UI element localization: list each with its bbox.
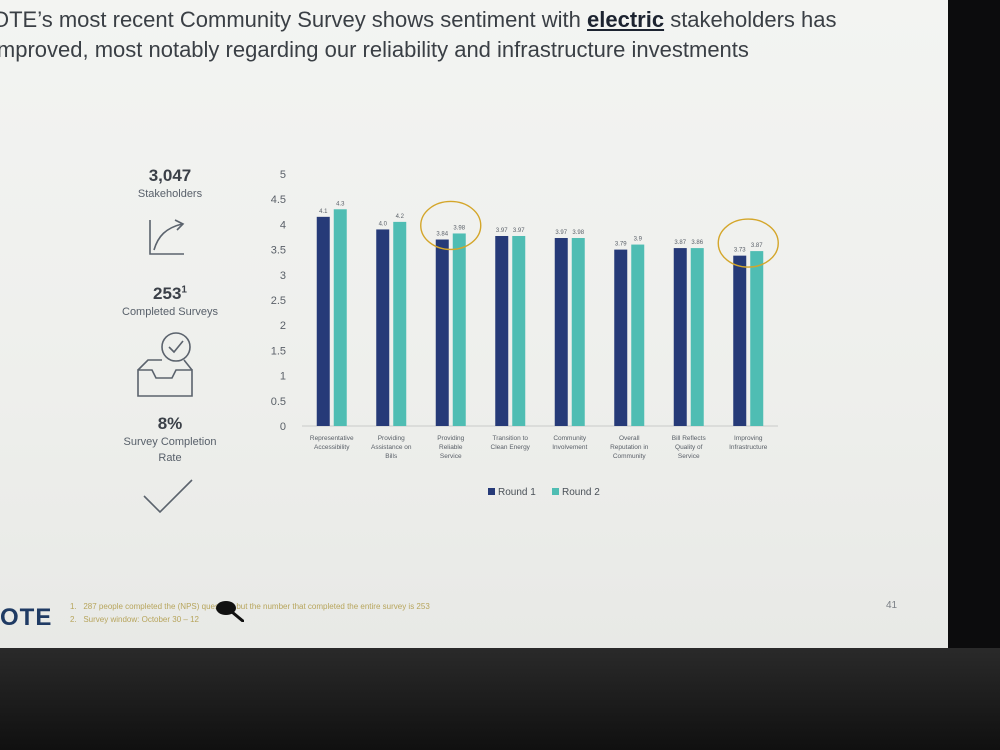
x-tick-label: Providing Reliable Service [437, 435, 464, 460]
title-text-part: OTE’s most recent Community Survey shows… [0, 7, 588, 32]
y-tick-label: 2 [280, 320, 286, 332]
title-text-part: stakeholders has [664, 7, 837, 32]
checkmark-icon [143, 479, 193, 514]
bar-round-1 [376, 229, 390, 426]
slide: OTE’s most recent Community Survey shows… [0, 0, 948, 648]
y-tick-label: 3.5 [271, 245, 286, 257]
legend-swatch [488, 488, 495, 495]
data-label: 3.97 [555, 230, 567, 236]
bar-round-1 [435, 239, 449, 426]
x-tick-label: Transition to Clean Energy [491, 435, 531, 451]
highlight-circle [420, 200, 482, 251]
footnotes: 1. 287 people completed the (NPS) questi… [70, 600, 430, 626]
bar-round-1 [733, 255, 747, 426]
bar-round-2 [512, 235, 526, 426]
data-label: 3.97 [496, 228, 508, 234]
y-tick-label: 1.5 [271, 345, 286, 357]
bar-round-2 [393, 221, 407, 426]
bar-round-2 [750, 251, 764, 426]
bar-round-1 [554, 238, 568, 426]
x-tick-label: Providing Assistance on Bills [371, 435, 412, 460]
data-label: 3.73 [734, 248, 746, 254]
data-label: 3.87 [751, 243, 763, 249]
y-tick-label: 4 [280, 219, 286, 231]
trend-arrow-icon [149, 219, 185, 255]
y-tick-label: 2.5 [271, 295, 286, 307]
x-tick-label: Overall Reputation in Community [610, 435, 649, 460]
x-tick-label: Improving Infrastructure [729, 435, 768, 451]
stat-footnote-marker: 1 [181, 284, 187, 296]
bar-round-2 [690, 248, 704, 426]
data-label: 4.0 [379, 221, 388, 227]
inbox-check-icon [137, 332, 193, 397]
stat-completed-surveys: 2531 Completed Surveys [100, 284, 240, 320]
title-emphasis: electric [587, 7, 665, 32]
data-label: 3.97 [513, 228, 525, 234]
stat-completion-rate: 8% Survey Completion Rate [100, 414, 240, 466]
bar-round-2 [333, 209, 347, 426]
stat-stakeholders: 3,047 Stakeholders [100, 166, 240, 202]
y-tick-label: 0 [280, 421, 286, 433]
bar-round-1 [673, 248, 687, 426]
y-tick-label: 3 [280, 270, 286, 282]
stat-value: 253 [153, 284, 182, 303]
y-tick-label: 5 [280, 169, 286, 181]
y-tick-label: 4.5 [271, 194, 286, 206]
x-tick-label: Community Involvement [552, 435, 587, 451]
company-logo: OTE [0, 604, 53, 631]
legend-label: Round 2 [562, 487, 600, 498]
bar-round-1 [495, 235, 509, 426]
bar-chart: 0 0.5 1 1.5 2 2.5 3 3.5 4 4.5 5 4.1 4.3 Representativ… [271, 169, 779, 498]
data-label: 4.2 [396, 214, 405, 220]
bar-round-2 [452, 233, 466, 426]
bar-round-2 [631, 244, 645, 426]
stat-value: 8% [157, 414, 183, 433]
data-label: 3.86 [691, 240, 703, 246]
bar-round-1 [614, 249, 628, 426]
stat-label: Survey Completion Rate [123, 436, 217, 464]
highlight-circle [717, 218, 779, 268]
footnote-1: 1. 287 people completed the (NPS) questi… [70, 602, 430, 611]
legend-label: Round 1 [498, 487, 536, 498]
page-number: 41 [886, 600, 898, 611]
data-label: 3.87 [674, 240, 686, 246]
title-line-2: improved, most notably regarding our rel… [0, 37, 749, 62]
footnote-2: 2. Survey window: October 30 – 12 [70, 615, 199, 624]
x-tick-label: Bill Reflects Quality of Service [672, 435, 707, 460]
y-tick-label: 1 [280, 371, 286, 383]
data-label: 4.3 [336, 201, 345, 207]
data-label: 3.98 [453, 225, 465, 231]
microphone-silhouette [216, 601, 244, 622]
room-floor [0, 648, 1000, 750]
data-label: 4.1 [319, 209, 328, 215]
bar-round-2 [571, 238, 585, 426]
data-label: 3.79 [615, 242, 627, 248]
stat-label: Stakeholders [137, 188, 203, 200]
legend-swatch [552, 488, 559, 495]
stat-value: 3,047 [148, 166, 192, 185]
x-tick-label: Representative Accessibility [310, 435, 354, 451]
stat-label: Completed Surveys [122, 306, 218, 318]
data-label: 3.84 [436, 232, 448, 238]
y-tick-label: 0.5 [271, 396, 286, 408]
data-label: 3.98 [572, 230, 584, 236]
bar-round-1 [316, 216, 330, 426]
data-label: 3.9 [634, 237, 643, 243]
